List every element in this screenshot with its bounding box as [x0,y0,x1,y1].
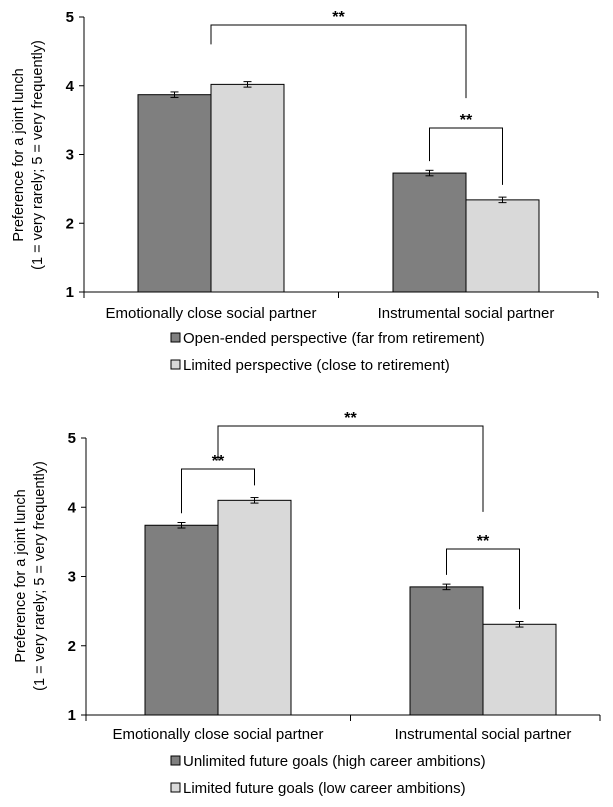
significance-label: ** [212,453,225,470]
y-tick-label: 4 [68,499,77,516]
x-category-label: Instrumental social partner [378,305,555,322]
bar [409,586,484,716]
chart-panel-top: 1 2 3 4 5 Emotionally close social partner Ins… [11,9,599,374]
y-tick-label: 3 [68,569,76,586]
y-axis-label: Preference for a joint lunch [11,68,27,241]
y-axis-label: (1 = very rarely; 5 = very frequently) [32,461,48,691]
chart-panel-bottom: 1 2 3 4 5 Emotionally close social partner Ins… [13,410,601,797]
y-tick-label: 4 [66,78,75,95]
legend-label: Open-ended perspective (far from retirem… [183,330,485,347]
legend-swatch [170,782,181,793]
y-tick-label: 2 [66,215,74,232]
y-tick-label: 5 [68,430,76,447]
significance-bracket [446,548,520,610]
y-tick-label: 5 [66,9,74,26]
significance-bracket [181,468,255,514]
bar [392,172,467,293]
x-category-label: Instrumental social partner [395,726,572,743]
x-category-label: Emotionally close social partner [106,305,317,322]
significance-bracket [210,24,467,99]
y-tick-label: 1 [66,284,74,301]
bar [144,524,219,716]
y-axis-label: Preference for a joint lunch [13,489,29,662]
legend-swatch [170,332,181,343]
bar [137,94,212,293]
y-tick-label: 1 [68,707,76,724]
significance-label: ** [344,410,357,427]
significance-label: ** [332,9,345,26]
bar [482,623,557,716]
legend-swatch [170,755,181,766]
bar [210,83,285,293]
x-category-label: Emotionally close social partner [113,726,324,743]
y-tick-label: 2 [68,638,76,655]
legend-swatch [170,359,181,370]
significance-bracket [217,425,484,512]
significance-label: ** [477,533,490,550]
bar [217,499,292,716]
legend-label: Limited future goals (low career ambitio… [183,780,466,797]
significance-label: ** [460,112,473,129]
legend-label: Unlimited future goals (high career ambi… [183,753,486,770]
legend-label: Limited perspective (close to retirement… [183,357,450,374]
y-axis-label: (1 = very rarely; 5 = very frequently) [30,40,46,270]
significance-bracket [429,127,503,185]
bar [465,199,540,293]
y-tick-label: 3 [66,147,74,164]
